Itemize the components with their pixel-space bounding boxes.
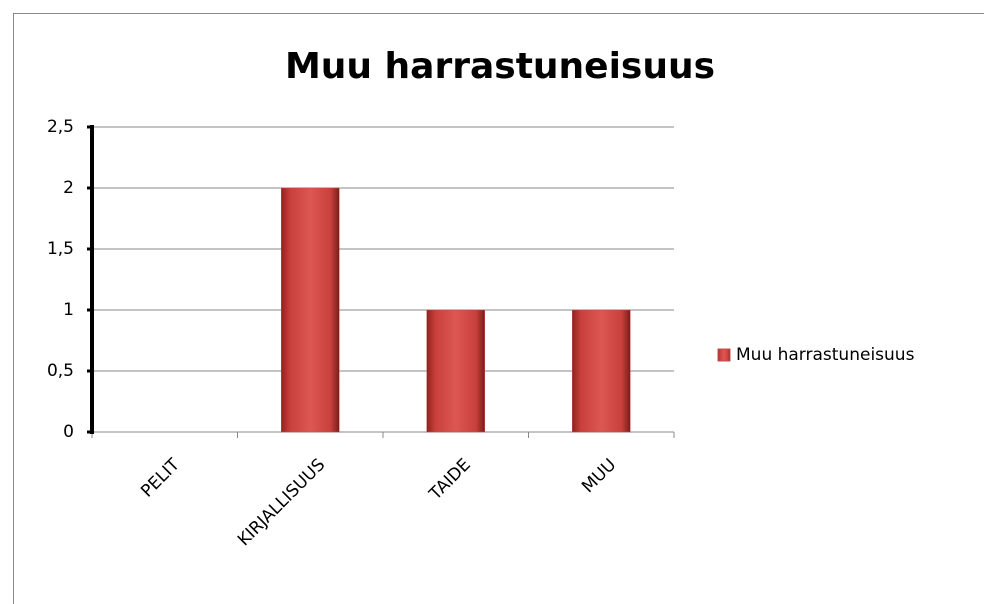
y-tick-label: 0,5 — [47, 361, 74, 381]
legend-label: Muu harrastuneisuus — [736, 345, 915, 365]
bar — [572, 309, 631, 433]
y-tick-label: 1 — [63, 300, 74, 320]
bar — [281, 187, 340, 433]
chart-title: Muu harrastuneisuus — [285, 46, 715, 87]
bar — [426, 309, 485, 433]
y-tick-label: 1,5 — [47, 239, 74, 259]
y-tick-label: 2 — [63, 178, 74, 198]
chart-frame — [13, 13, 984, 604]
legend-swatch — [717, 348, 731, 362]
y-tick-label: 0 — [63, 422, 74, 442]
y-tick-label: 2,5 — [47, 117, 74, 137]
